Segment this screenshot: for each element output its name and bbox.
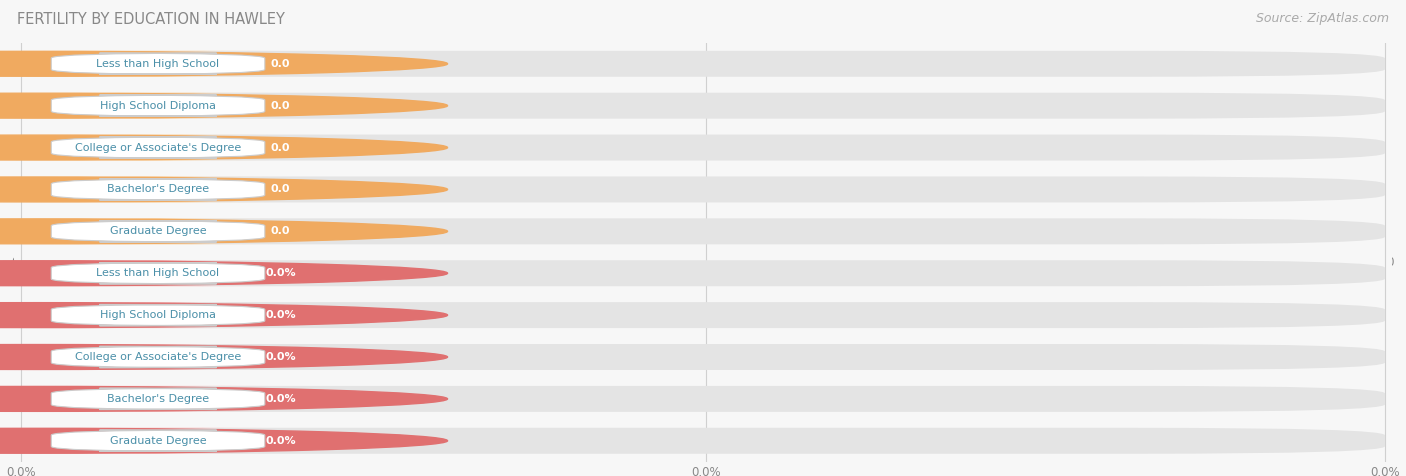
- Text: 0.0%: 0.0%: [266, 352, 297, 362]
- FancyBboxPatch shape: [51, 95, 264, 116]
- Text: 0.0: 0.0: [271, 100, 291, 111]
- Text: 0.0%: 0.0%: [266, 436, 297, 446]
- Text: Bachelor's Degree: Bachelor's Degree: [107, 394, 209, 404]
- FancyBboxPatch shape: [21, 344, 1385, 370]
- FancyBboxPatch shape: [21, 302, 1385, 328]
- FancyBboxPatch shape: [21, 428, 290, 454]
- FancyBboxPatch shape: [51, 53, 264, 74]
- FancyBboxPatch shape: [51, 263, 264, 284]
- FancyBboxPatch shape: [51, 347, 264, 367]
- Text: Less than High School: Less than High School: [97, 268, 219, 278]
- Text: 0.0: 0.0: [271, 59, 291, 69]
- FancyBboxPatch shape: [21, 260, 1385, 286]
- FancyBboxPatch shape: [21, 218, 1385, 244]
- FancyBboxPatch shape: [21, 135, 1385, 160]
- FancyBboxPatch shape: [21, 386, 290, 412]
- FancyBboxPatch shape: [21, 428, 1385, 454]
- FancyBboxPatch shape: [21, 344, 290, 370]
- Circle shape: [0, 428, 447, 453]
- Circle shape: [0, 219, 447, 244]
- FancyBboxPatch shape: [21, 135, 290, 160]
- FancyBboxPatch shape: [21, 218, 290, 244]
- FancyBboxPatch shape: [21, 93, 290, 119]
- FancyBboxPatch shape: [21, 51, 290, 77]
- Text: 0.0: 0.0: [271, 226, 291, 237]
- FancyBboxPatch shape: [21, 93, 1385, 119]
- Text: High School Diploma: High School Diploma: [100, 100, 217, 111]
- Circle shape: [0, 345, 447, 369]
- FancyBboxPatch shape: [21, 177, 1385, 202]
- Circle shape: [0, 261, 447, 286]
- FancyBboxPatch shape: [51, 137, 264, 158]
- Circle shape: [0, 387, 447, 411]
- Text: College or Associate's Degree: College or Associate's Degree: [75, 352, 242, 362]
- FancyBboxPatch shape: [51, 221, 264, 242]
- Text: 0.0: 0.0: [271, 184, 291, 195]
- FancyBboxPatch shape: [21, 260, 290, 286]
- Circle shape: [0, 303, 447, 327]
- Text: 0.0%: 0.0%: [266, 394, 297, 404]
- Circle shape: [0, 177, 447, 202]
- FancyBboxPatch shape: [51, 305, 264, 326]
- FancyBboxPatch shape: [21, 302, 290, 328]
- FancyBboxPatch shape: [21, 177, 290, 202]
- Text: FERTILITY BY EDUCATION IN HAWLEY: FERTILITY BY EDUCATION IN HAWLEY: [17, 12, 285, 27]
- FancyBboxPatch shape: [51, 179, 264, 200]
- Text: Graduate Degree: Graduate Degree: [110, 226, 207, 237]
- Text: 0.0%: 0.0%: [266, 268, 297, 278]
- Circle shape: [0, 93, 447, 118]
- Text: Graduate Degree: Graduate Degree: [110, 436, 207, 446]
- Text: College or Associate's Degree: College or Associate's Degree: [75, 142, 242, 153]
- Text: Less than High School: Less than High School: [97, 59, 219, 69]
- Text: 0.0%: 0.0%: [266, 310, 297, 320]
- FancyBboxPatch shape: [51, 430, 264, 451]
- Text: Bachelor's Degree: Bachelor's Degree: [107, 184, 209, 195]
- Text: 0.0: 0.0: [271, 142, 291, 153]
- Circle shape: [0, 135, 447, 160]
- Text: High School Diploma: High School Diploma: [100, 310, 217, 320]
- Text: Source: ZipAtlas.com: Source: ZipAtlas.com: [1256, 12, 1389, 25]
- FancyBboxPatch shape: [21, 386, 1385, 412]
- Circle shape: [0, 51, 447, 76]
- FancyBboxPatch shape: [21, 51, 1385, 77]
- FancyBboxPatch shape: [51, 388, 264, 409]
